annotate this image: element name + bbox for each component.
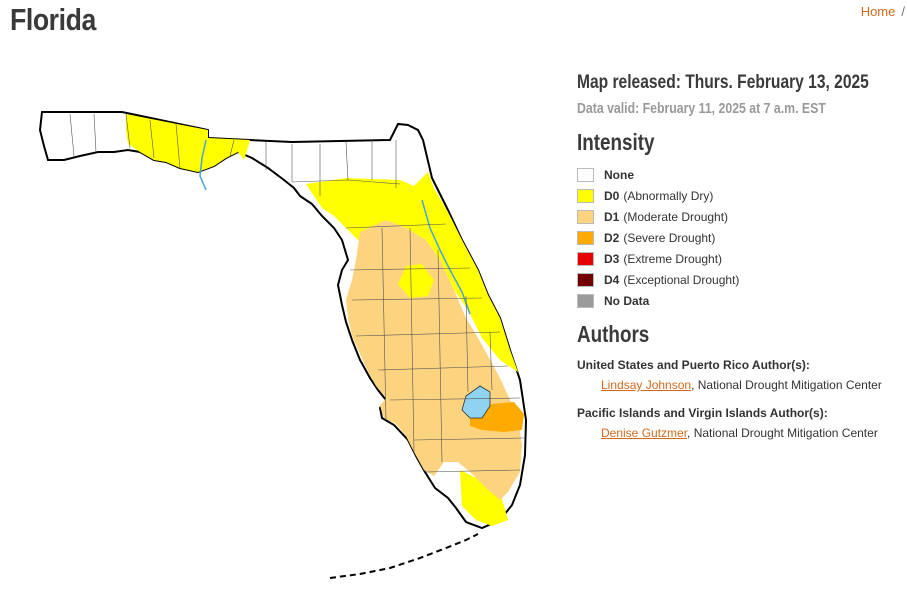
author-link[interactable]: Lindsay Johnson: [601, 378, 692, 392]
legend-code: D0: [604, 188, 620, 203]
legend-item-none: None: [577, 164, 907, 185]
legend-label: (Abnormally Dry): [623, 188, 714, 203]
legend-item-d1: D1 (Moderate Drought): [577, 206, 907, 227]
breadcrumb-separator: /: [901, 4, 905, 19]
legend-label: (Extreme Drought): [623, 251, 723, 266]
legend-swatch: [577, 272, 594, 287]
legend-swatch: [577, 167, 594, 182]
author-org: , National Drought Mitigation Center: [691, 378, 882, 392]
legend-swatch: [577, 230, 594, 245]
legend-item-d4: D4 (Exceptional Drought): [577, 269, 907, 290]
page-title: Florida: [10, 2, 96, 37]
author-link[interactable]: Denise Gutzmer: [601, 426, 688, 440]
legend-code: D2: [604, 230, 620, 245]
author-group-label: United States and Puerto Rico Author(s):: [577, 358, 810, 372]
legend-code: No Data: [604, 293, 650, 308]
legend-item-d2: D2 (Severe Drought): [577, 227, 907, 248]
legend-swatch: [577, 251, 594, 266]
d0-region-south: [460, 470, 508, 526]
legend-label: (Severe Drought): [623, 230, 716, 245]
map-released-text: Map released: Thurs. February 13, 2025: [577, 72, 869, 93]
breadcrumb: Home /: [861, 4, 905, 19]
legend-code: D4: [604, 272, 620, 287]
d0-region-panhandle-central: [126, 114, 250, 172]
author-org: , National Drought Mitigation Center: [687, 426, 878, 440]
authors-heading: Authors: [577, 321, 650, 347]
data-valid-text: Data valid: February 11, 2025 at 7 a.m. …: [577, 100, 826, 117]
legend-label: (Moderate Drought): [623, 209, 729, 224]
florida-map-svg: [38, 111, 528, 579]
legend-code: D3: [604, 251, 620, 266]
info-panel: Map released: Thurs. February 13, 2025 D…: [577, 72, 907, 440]
county-lines: [69, 113, 525, 473]
legend-item-no-data: No Data: [577, 290, 907, 311]
st-johns-river: [421, 199, 471, 315]
legend-swatch: [577, 209, 594, 224]
d1-region-peninsula: [346, 220, 522, 500]
author-line: Lindsay Johnson, National Drought Mitiga…: [601, 378, 907, 392]
author-group-label: Pacific Islands and Virgin Islands Autho…: [577, 406, 828, 420]
apalachicola-river: [199, 139, 207, 191]
legend-code: D1: [604, 209, 620, 224]
legend-item-d0: D0 (Abnormally Dry): [577, 185, 907, 206]
legend-swatch: [577, 188, 594, 203]
legend-label: (Exceptional Drought): [623, 272, 740, 287]
intensity-heading: Intensity: [577, 129, 655, 155]
legend-code: None: [604, 167, 634, 182]
lake-okeechobee: [461, 385, 491, 419]
florida-keys: [329, 533, 479, 579]
author-line: Denise Gutzmer, National Drought Mitigat…: [601, 426, 907, 440]
drought-map: [30, 100, 540, 590]
d1-region-extra: [398, 264, 434, 298]
d0-region-big-bend: [306, 172, 518, 372]
intensity-legend: None D0 (Abnormally Dry) D1 (Moderate Dr…: [577, 164, 907, 311]
legend-swatch: [577, 293, 594, 308]
breadcrumb-home-link[interactable]: Home: [860, 4, 896, 19]
legend-item-d3: D3 (Extreme Drought): [577, 248, 907, 269]
